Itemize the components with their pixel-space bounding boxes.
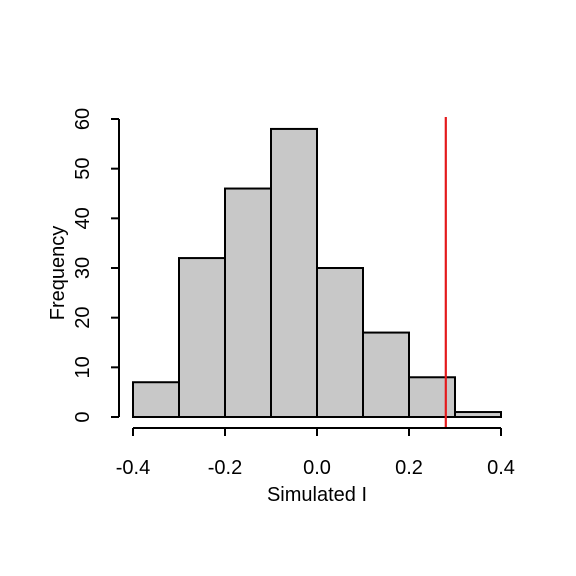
y-tick-label: 40 bbox=[72, 207, 94, 229]
y-tick-label: 0 bbox=[72, 411, 94, 422]
x-axis-title: Simulated I bbox=[267, 484, 367, 506]
histogram-bar-5 bbox=[316, 267, 364, 418]
x-tick-label: -0.4 bbox=[116, 457, 150, 479]
y-axis: 0 10 20 30 40 50 60 bbox=[72, 108, 120, 423]
x-axis: -0.4 -0.2 0.0 0.2 0.4 bbox=[116, 427, 515, 479]
histogram-bar-6 bbox=[362, 331, 410, 419]
x-tick-label: 0.4 bbox=[487, 457, 515, 479]
y-tick-label: 20 bbox=[72, 307, 94, 329]
histogram-bar-3 bbox=[224, 187, 272, 418]
histogram-bar-2 bbox=[178, 257, 226, 419]
x-tick-label: 0.2 bbox=[395, 457, 423, 479]
y-tick-label: 60 bbox=[72, 108, 94, 130]
y-tick-label: 10 bbox=[72, 356, 94, 378]
histogram-bar-7 bbox=[408, 376, 456, 418]
y-axis-title: Frequency bbox=[47, 226, 69, 321]
bars-group bbox=[132, 127, 502, 419]
histogram-bar-8 bbox=[454, 411, 502, 418]
y-tick-label: 30 bbox=[72, 257, 94, 279]
x-tick-label: -0.2 bbox=[208, 457, 242, 479]
y-tick-label: 50 bbox=[72, 158, 94, 180]
histogram-bar-4 bbox=[270, 127, 318, 419]
histogram-bar-1 bbox=[132, 381, 180, 419]
x-tick-label: 0.0 bbox=[303, 457, 331, 479]
